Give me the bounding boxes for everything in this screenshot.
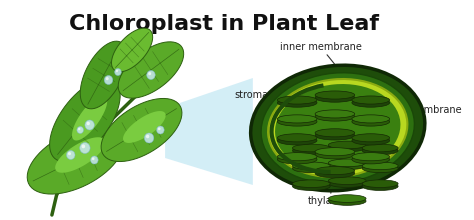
Ellipse shape	[292, 144, 330, 152]
Circle shape	[66, 150, 75, 160]
Circle shape	[68, 152, 71, 155]
Ellipse shape	[315, 110, 355, 118]
Circle shape	[92, 157, 94, 160]
Polygon shape	[165, 78, 253, 185]
Ellipse shape	[315, 169, 355, 178]
Ellipse shape	[292, 182, 330, 191]
Polygon shape	[27, 126, 124, 194]
Ellipse shape	[251, 65, 425, 191]
Polygon shape	[80, 41, 128, 109]
Ellipse shape	[352, 115, 390, 123]
Text: outer membrane: outer membrane	[379, 105, 462, 120]
Text: inner membrane: inner membrane	[280, 42, 362, 66]
Circle shape	[85, 120, 94, 130]
Ellipse shape	[277, 155, 317, 164]
Circle shape	[115, 68, 121, 75]
Ellipse shape	[362, 146, 398, 155]
Ellipse shape	[292, 162, 330, 170]
Ellipse shape	[277, 153, 317, 161]
Circle shape	[156, 126, 164, 134]
Polygon shape	[72, 95, 107, 141]
Ellipse shape	[315, 129, 355, 137]
Ellipse shape	[352, 96, 390, 104]
Ellipse shape	[362, 144, 398, 152]
Ellipse shape	[315, 167, 355, 175]
Ellipse shape	[277, 96, 317, 104]
Circle shape	[146, 135, 149, 138]
Text: stroma: stroma	[234, 90, 276, 113]
Circle shape	[91, 156, 98, 164]
Ellipse shape	[328, 179, 366, 187]
Circle shape	[158, 127, 161, 130]
Polygon shape	[123, 111, 165, 143]
Ellipse shape	[315, 150, 355, 159]
Text: thylakoid: thylakoid	[308, 181, 353, 206]
Ellipse shape	[315, 131, 355, 140]
Ellipse shape	[277, 115, 317, 123]
Ellipse shape	[277, 136, 317, 145]
Ellipse shape	[352, 134, 390, 142]
Circle shape	[87, 122, 90, 125]
Ellipse shape	[268, 79, 407, 177]
Circle shape	[80, 143, 90, 154]
Ellipse shape	[315, 91, 355, 99]
Polygon shape	[111, 28, 153, 72]
Circle shape	[104, 75, 113, 84]
Ellipse shape	[352, 153, 390, 161]
Circle shape	[82, 144, 85, 148]
Ellipse shape	[328, 161, 366, 170]
Circle shape	[146, 70, 155, 79]
Ellipse shape	[277, 134, 317, 142]
Ellipse shape	[315, 148, 355, 156]
Ellipse shape	[261, 73, 414, 183]
Ellipse shape	[315, 93, 355, 102]
Ellipse shape	[275, 84, 401, 172]
Circle shape	[106, 77, 109, 80]
Polygon shape	[118, 42, 184, 98]
Ellipse shape	[352, 136, 390, 145]
Ellipse shape	[362, 180, 398, 187]
Ellipse shape	[352, 98, 390, 107]
Ellipse shape	[328, 141, 366, 149]
Polygon shape	[55, 137, 105, 173]
Ellipse shape	[328, 197, 366, 205]
Ellipse shape	[352, 155, 390, 164]
Circle shape	[78, 128, 81, 130]
Circle shape	[145, 133, 154, 143]
Circle shape	[77, 126, 83, 134]
Text: Chloroplast in Plant Leaf: Chloroplast in Plant Leaf	[69, 14, 379, 34]
Ellipse shape	[352, 117, 390, 126]
Ellipse shape	[292, 146, 330, 155]
Ellipse shape	[315, 112, 355, 121]
Ellipse shape	[292, 180, 330, 187]
Ellipse shape	[328, 143, 366, 152]
Ellipse shape	[292, 164, 330, 173]
Circle shape	[148, 72, 151, 75]
Ellipse shape	[362, 162, 398, 170]
Ellipse shape	[362, 182, 398, 191]
Ellipse shape	[277, 117, 317, 126]
Circle shape	[116, 70, 118, 72]
Polygon shape	[101, 99, 182, 161]
Ellipse shape	[328, 177, 366, 185]
Ellipse shape	[328, 159, 366, 167]
Polygon shape	[50, 79, 120, 161]
Ellipse shape	[362, 164, 398, 173]
Ellipse shape	[277, 98, 317, 107]
Ellipse shape	[328, 195, 366, 202]
